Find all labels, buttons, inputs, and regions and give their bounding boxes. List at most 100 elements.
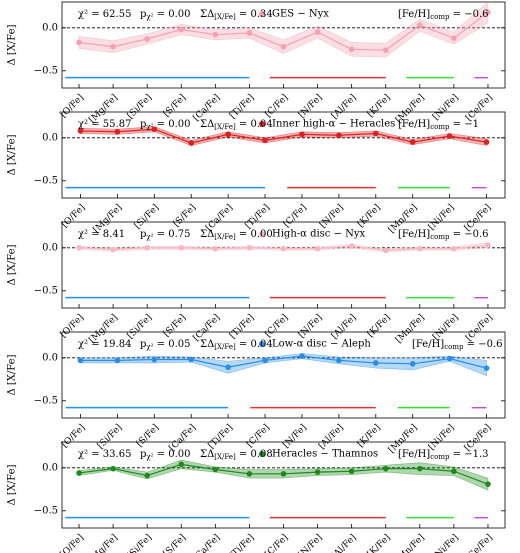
annotation-sub: [X/Fe] [214, 453, 236, 461]
plot-frame [61, 331, 506, 419]
point [151, 356, 158, 363]
annotation: [Fe/H]comp = −1 [398, 119, 479, 132]
x-tick-label: [Si/Fe] [126, 533, 154, 553]
point [372, 130, 379, 137]
x-tick-label: [Mn/Fe] [394, 533, 427, 553]
x-tick-label: [Ti/Fe] [228, 93, 256, 121]
x-tick-label: [N/Fe] [318, 203, 346, 231]
point [451, 468, 457, 475]
point [314, 469, 321, 475]
annotation-sub: comp [430, 453, 450, 461]
annotation-main: ΣΔ [200, 449, 214, 460]
point [246, 30, 253, 36]
x-tick-label: [Ti/Fe] [244, 203, 272, 231]
legend-label: Inner high-α − Heracles [272, 119, 395, 130]
point [212, 245, 219, 252]
point [178, 26, 185, 33]
x-tick-label: [Ca/Fe] [192, 533, 223, 553]
annotation-rest: = 0.00 [153, 119, 190, 130]
x-tick-label: [K/Fe] [366, 313, 393, 340]
annotation-rest: = 0.34 [236, 9, 273, 20]
y-tick-label: 0.0 [42, 352, 58, 363]
y-tick-label: 0.0 [42, 242, 58, 253]
x-tick-label: [N/Fe] [281, 423, 309, 451]
x-tick-label: [Al/Fe] [330, 313, 359, 342]
point [280, 471, 287, 477]
annotation-main: p [140, 339, 146, 350]
point [451, 35, 457, 41]
annotation-rest: = 0.04 [236, 339, 273, 350]
annotation-main: [Fe/H] [398, 119, 430, 130]
point [76, 470, 82, 476]
x-tick-label: [S/Fe] [162, 313, 188, 339]
point [280, 43, 287, 50]
x-tick-label: [Ti/Fe] [228, 533, 256, 553]
y-axis-label: Δ [X/Fe] [7, 24, 18, 65]
annotation-rest: = 0.00 [153, 9, 190, 20]
x-tick-label: [C/Fe] [263, 533, 290, 553]
point [144, 36, 150, 42]
legend-label: Low-α disc − Aleph [272, 339, 371, 350]
legend-marker [259, 341, 265, 347]
annotation: χ² = 33.65 [78, 449, 131, 460]
x-tick-label: [K/Fe] [356, 423, 383, 450]
annotation: ΣΔ[X/Fe] = 0.34 [200, 9, 273, 22]
legend-marker [259, 451, 265, 457]
x-tick-label: [O/Fe] [60, 423, 87, 450]
x-tick-label: [Mg/Fe] [87, 533, 120, 553]
point [110, 465, 116, 472]
legend-marker [259, 121, 265, 127]
annotation-main: χ² = 8.41 [78, 229, 125, 240]
point [212, 466, 219, 473]
point [314, 245, 321, 252]
point [77, 128, 84, 134]
annotation-rest: = −1.3 [449, 449, 488, 460]
point [225, 131, 231, 138]
annotation-main: [Fe/H] [398, 229, 430, 240]
point [246, 245, 253, 251]
annotation-rest: = −1 [449, 119, 478, 130]
plot-frame [61, 111, 506, 199]
annotation: χ² = 55.87 [78, 119, 131, 130]
annotation: ΣΔ[X/Fe] = 0.04 [200, 119, 273, 132]
x-tick-label: [K/Fe] [366, 93, 393, 120]
annotation-main: ΣΔ [200, 339, 214, 350]
point [348, 243, 355, 249]
x-tick-label: [Ce/Fe] [464, 533, 495, 553]
y-axis-label: Δ [X/Fe] [7, 134, 18, 175]
x-tick-label: [S/Fe] [135, 423, 161, 449]
y-axis-label: Δ [X/Fe] [7, 464, 18, 505]
y-tick-label: −0.5 [34, 505, 58, 516]
annotation-sub: comp [444, 343, 464, 351]
point [144, 472, 150, 479]
annotation-sub: χ² [146, 343, 153, 351]
y-tick-label: −0.5 [34, 395, 58, 406]
annotation-main: [Fe/H] [398, 9, 430, 20]
x-tick-label: [S/Fe] [162, 93, 188, 119]
annotation-rest: = 0.75 [153, 229, 190, 240]
x-tick-label: [Ti/Fe] [228, 313, 256, 341]
legend-label: GES − Nyx [272, 9, 329, 20]
point [417, 245, 423, 252]
point [483, 365, 490, 371]
point [314, 29, 321, 35]
annotation-rest: = 0.04 [236, 119, 273, 130]
point [299, 131, 305, 138]
point [348, 46, 355, 53]
error-band [80, 353, 487, 377]
annotation-sub: χ² [146, 123, 153, 131]
y-tick-label: 0.0 [42, 462, 58, 473]
annotation-rest: = 0.05 [153, 339, 190, 350]
point [417, 465, 423, 472]
annotation-sub: [X/Fe] [214, 233, 236, 241]
annotation: pχ² = 0.00 [140, 119, 190, 132]
annotation-rest: = 0.08 [236, 449, 273, 460]
annotation: pχ² = 0.05 [140, 339, 190, 352]
x-tick-label: [Si/Fe] [126, 313, 154, 341]
y-tick-label: −0.5 [34, 285, 58, 296]
y-axis-label: Δ [X/Fe] [7, 354, 18, 395]
point [188, 140, 195, 146]
point [372, 360, 379, 366]
x-tick-label: [N/Fe] [297, 533, 325, 553]
